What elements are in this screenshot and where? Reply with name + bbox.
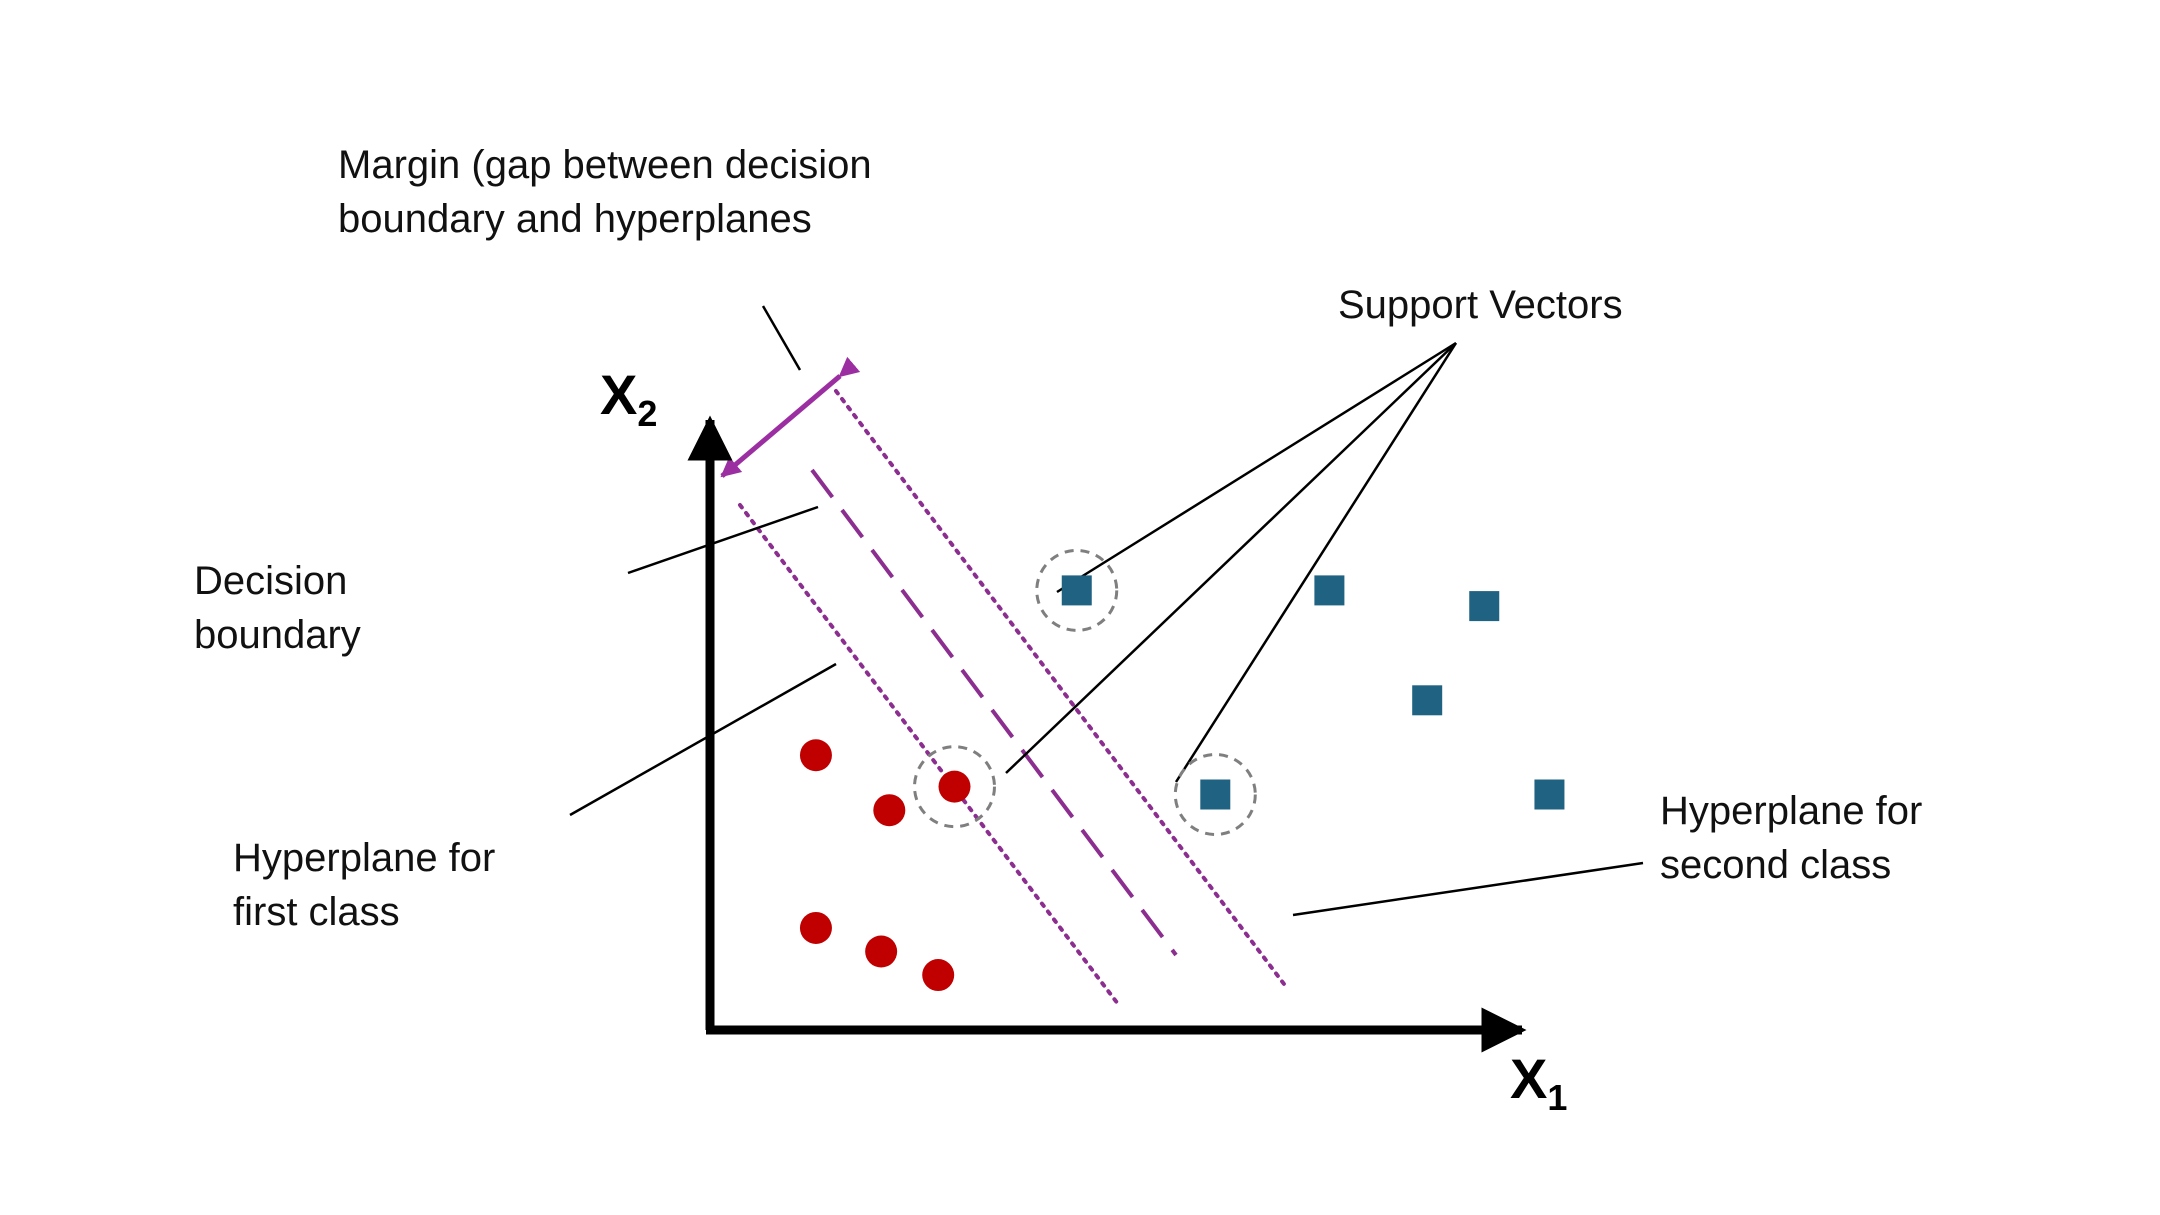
class-two-point-1 (1061, 575, 1092, 606)
first-class-leader-line (569, 662, 837, 817)
decision-boundary-label-line-2: boundary (194, 613, 361, 657)
x2-axis-label: X2 (600, 363, 657, 434)
first-class-hyperplane-label-line-2: first class (233, 890, 400, 934)
margin-label-line-1: Margin (gap between decision (338, 143, 872, 187)
class-one-point-4 (865, 935, 898, 968)
support-vectors-label: Support Vectors (1338, 283, 1623, 327)
support-vector-leader-line-1 (1056, 341, 1457, 594)
second-class-hyperplane-label-line-2: second class (1660, 843, 1891, 887)
support-vector-circle-2 (913, 745, 996, 829)
decision-boundary-label: Decision boundary (194, 559, 361, 657)
class-two-point-4 (1412, 685, 1443, 716)
support-vector-leader-line-3 (1174, 342, 1458, 783)
x1-axis-label-main: X (1510, 1047, 1547, 1110)
class-one-point-5 (938, 770, 971, 803)
second-class-hyperplane-label: Hyperplane for second class (1660, 789, 1934, 887)
class-two-point-2 (1314, 575, 1345, 606)
class-one-point-3 (799, 911, 832, 944)
support-vector-circle-1 (1035, 548, 1119, 632)
class-two-point-5 (1200, 779, 1231, 810)
margin-arrow (720, 356, 861, 478)
x2-axis-label-subscript: 2 (637, 393, 657, 434)
margin-label-line-2: boundary and hyperplanes (338, 197, 812, 241)
hyperplane-second-class-line (834, 389, 1289, 990)
support-vector-leader-line-2 (1005, 342, 1457, 774)
second-class-leader-line (1292, 861, 1644, 917)
x1-axis-label: X1 (1510, 1047, 1567, 1118)
x2-axis-label-main: X (600, 363, 637, 426)
decision-boundary-line (810, 468, 1178, 957)
class-one-points (799, 739, 971, 992)
x1-axis-label-subscript: 1 (1547, 1077, 1567, 1118)
support-vector-circle-3 (1173, 753, 1257, 836)
class-two-points (1061, 575, 1565, 810)
class-one-point-1 (799, 739, 832, 772)
decision-boundary-leader-line (627, 505, 819, 575)
first-class-hyperplane-label-line-1: Hyperplane for (233, 836, 495, 880)
class-one-point-2 (873, 794, 906, 827)
support-vector-highlights (913, 548, 1257, 836)
first-class-hyperplane-label: Hyperplane for first class (233, 836, 507, 934)
class-one-point-6 (922, 959, 955, 992)
decision-boundary-label-line-1: Decision (194, 559, 347, 603)
second-class-hyperplane-label-line-1: Hyperplane for (1660, 789, 1922, 833)
support-vectors-label-text: Support Vectors (1338, 283, 1623, 327)
class-two-point-6 (1534, 779, 1565, 810)
class-two-point-3 (1469, 591, 1500, 622)
margin-leader-line (761, 305, 802, 371)
margin-label: Margin (gap between decision boundary an… (338, 143, 883, 241)
